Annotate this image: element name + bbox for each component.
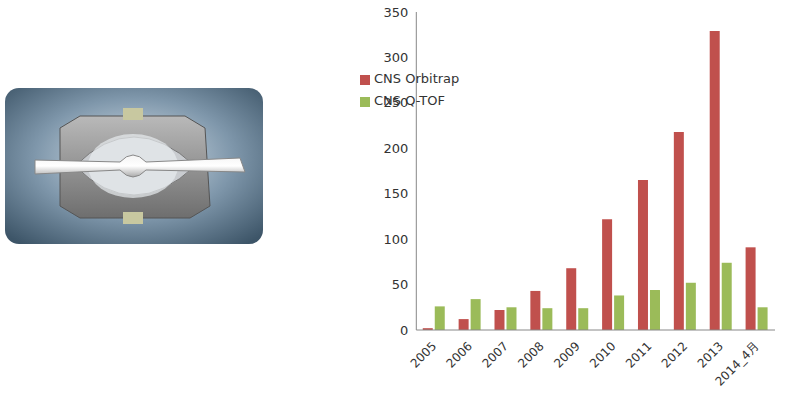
svg-text:150: 150 bbox=[383, 186, 408, 201]
svg-text:2008: 2008 bbox=[515, 339, 546, 370]
svg-text:2011: 2011 bbox=[623, 339, 654, 370]
svg-text:2007: 2007 bbox=[479, 339, 510, 370]
svg-text:2014_4月: 2014_4月 bbox=[712, 339, 762, 389]
svg-text:2009: 2009 bbox=[551, 339, 582, 370]
svg-text:2006: 2006 bbox=[444, 339, 475, 370]
svg-text:350: 350 bbox=[383, 5, 408, 20]
svg-text:50: 50 bbox=[392, 277, 409, 292]
svg-text:2012: 2012 bbox=[659, 339, 690, 370]
svg-text:300: 300 bbox=[383, 50, 408, 65]
svg-text:2013: 2013 bbox=[695, 339, 726, 370]
svg-text:0: 0 bbox=[400, 323, 408, 338]
svg-text:100: 100 bbox=[383, 232, 408, 247]
svg-text:2010: 2010 bbox=[587, 339, 618, 370]
svg-text:200: 200 bbox=[383, 141, 408, 156]
svg-text:250: 250 bbox=[383, 95, 408, 110]
svg-text:2005: 2005 bbox=[408, 339, 439, 370]
